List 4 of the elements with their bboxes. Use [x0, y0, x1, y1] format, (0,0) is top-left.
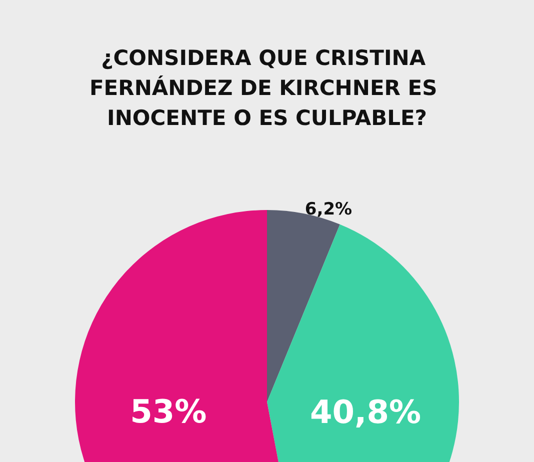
- data-label: 53%: [130, 392, 207, 430]
- data-label: 6,2%: [304, 200, 352, 220]
- data-label: 40,8%: [310, 392, 422, 431]
- chart-title: ¿CONSIDERA QUE CRISTINA FERNÁNDEZ DE KIRCHNER ES INOCENTE O ES CULPABLE?: [89, 46, 445, 130]
